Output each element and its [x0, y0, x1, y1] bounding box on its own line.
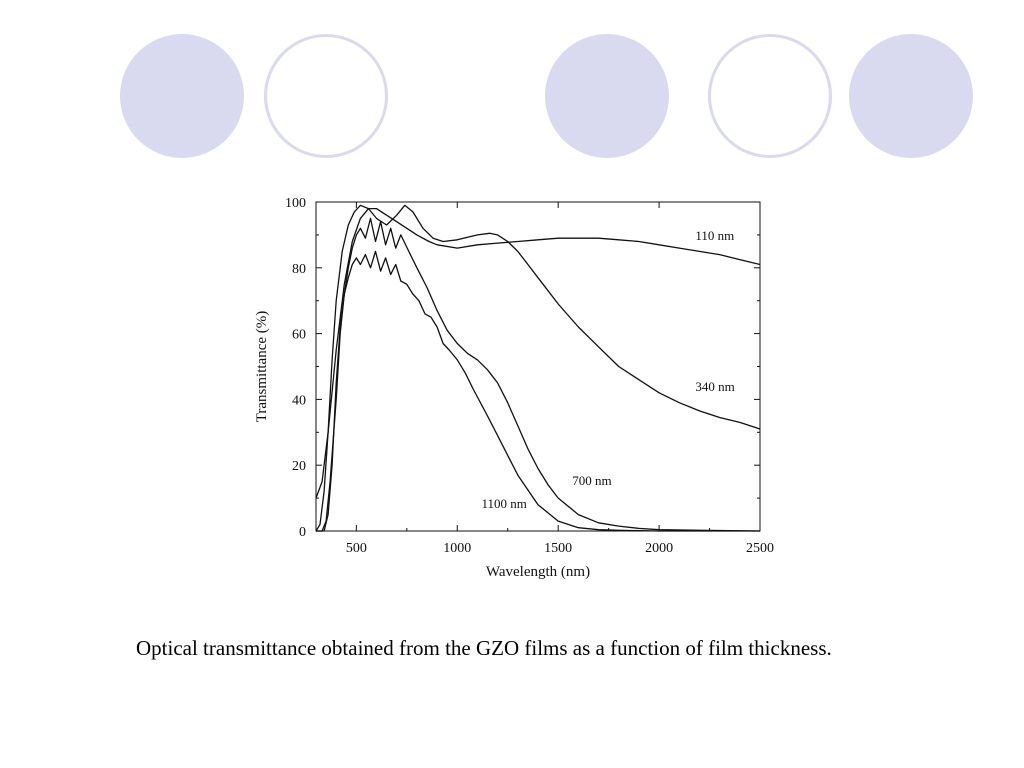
plot-frame	[315, 201, 761, 532]
series-line-1100-nm	[316, 250, 760, 532]
x-axis-label: Wavelength (nm)	[486, 564, 590, 580]
y-tick-label: 40	[292, 393, 306, 408]
y-tick-label: 100	[285, 196, 306, 211]
series-line-700-nm	[316, 217, 761, 532]
y-tick-label: 0	[299, 525, 306, 540]
series-label-110-nm: 110 nm	[695, 228, 734, 243]
series-line-110-nm	[315, 207, 761, 499]
slide-caption: Optical transmittance obtained from the …	[136, 636, 832, 660]
x-tick-label: 500	[346, 541, 367, 556]
decor-circle-2	[545, 34, 669, 158]
x-tick-label: 2500	[746, 541, 774, 556]
decor-ring-1	[264, 34, 388, 158]
y-tick-label: 60	[292, 328, 306, 343]
x-tick-label: 2000	[645, 541, 673, 556]
x-tick-label: 1000	[443, 541, 471, 556]
series-label-700-nm: 700 nm	[572, 473, 611, 488]
y-tick-label: 80	[292, 262, 306, 277]
y-axis-label: Transmittance (%)	[254, 311, 270, 423]
y-tick-label: 20	[292, 459, 306, 474]
transmittance-chart: 500 1000 1500 2000 2500 0 20 40 60 80 100 Wavelengt…	[254, 196, 774, 580]
decor-circle-1	[120, 34, 244, 158]
series-line-340-nm	[315, 204, 761, 532]
decor-ring-2	[708, 34, 832, 158]
series-label-1100-nm: 1100 nm	[481, 496, 526, 511]
x-tick-label: 1500	[544, 541, 572, 556]
series-label-340-nm: 340 nm	[695, 379, 734, 394]
decor-circle-3	[849, 34, 973, 158]
